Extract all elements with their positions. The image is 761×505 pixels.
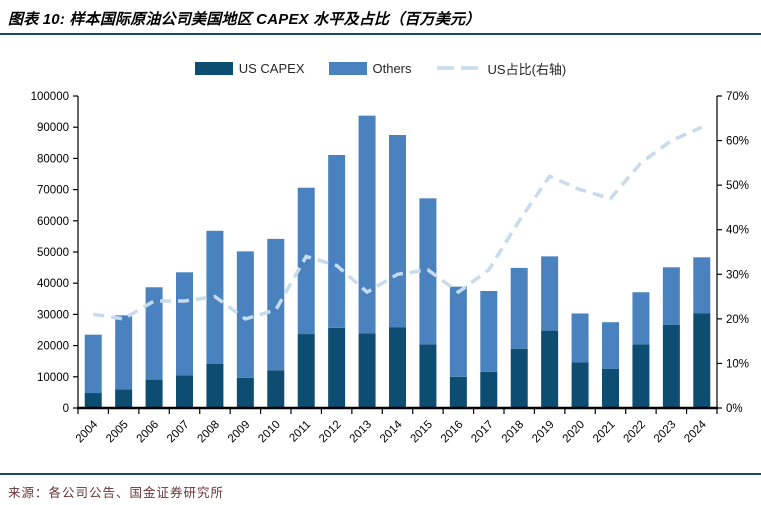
- legend-swatch-us-capex-icon: [194, 61, 233, 75]
- right-axis-tick-label: 60%: [726, 136, 749, 148]
- footer-divider: [0, 473, 761, 475]
- bar-others-2018: [510, 267, 528, 349]
- x-tick-label-2011: 2011: [287, 419, 313, 445]
- bar-others-2023: [662, 267, 680, 326]
- bar-us-capex-2021: [602, 368, 619, 408]
- x-tick-label-2007: 2007: [165, 419, 192, 446]
- right-axis-tick-label: 30%: [726, 269, 749, 281]
- bar-us-capex-2007: [176, 375, 193, 408]
- bar-others-2007: [176, 272, 193, 376]
- left-axis-tick-label: 40000: [37, 278, 69, 290]
- bar-us-capex-2005: [115, 389, 133, 408]
- right-axis-tick-label: 40%: [726, 225, 749, 237]
- legend-label-us-capex: US CAPEX: [238, 60, 305, 76]
- left-axis-tick-label: 80000: [37, 153, 69, 165]
- left-axis-tick-label: 100000: [31, 91, 69, 103]
- bar-us-capex-2019: [541, 330, 559, 408]
- bar-others-2004: [84, 334, 102, 394]
- bar-others-2005: [115, 315, 133, 390]
- right-axis-tick-label: 50%: [726, 180, 749, 192]
- right-axis-tick-label: 0%: [726, 403, 743, 415]
- capex-stacked-bar-chart: 0 10000 20000 30000 40000 50000 60000 70000 8000…: [31, 91, 749, 446]
- left-axis-tick-label: 10000: [37, 372, 69, 384]
- legend-label-us-ratio: US占比(右轴): [487, 61, 567, 77]
- x-tick-label-2014: 2014: [378, 418, 405, 445]
- bar-others-2012: [328, 154, 346, 328]
- bar-us-capex-2015: [419, 344, 437, 408]
- bar-others-2014: [389, 135, 406, 328]
- x-tick-label-2013: 2013: [348, 419, 375, 446]
- x-tick-label-2018: 2018: [500, 419, 527, 446]
- bar-others-2010: [267, 238, 285, 371]
- bar-us-capex-2018: [510, 348, 528, 408]
- legend-swatch-others-icon: [328, 61, 367, 75]
- bar-others-2009: [236, 251, 254, 378]
- source-note: 来源：各公司公告、国金证券研究所: [8, 486, 225, 500]
- legend-label-others: Others: [372, 60, 412, 76]
- bar-others-2021: [602, 322, 619, 369]
- bar-us-capex-2020: [571, 362, 589, 408]
- title-divider: [0, 33, 761, 35]
- x-tick-label-2015: 2015: [408, 419, 435, 446]
- legend-item-others: Others: [328, 60, 412, 76]
- bar-us-capex-2012: [328, 327, 346, 408]
- bar-us-capex-2014: [389, 327, 406, 408]
- bar-us-capex-2017: [480, 371, 498, 408]
- right-axis-tick-label: 20%: [726, 314, 749, 326]
- x-tick-label-2021: 2021: [591, 419, 618, 446]
- bar-others-2006: [145, 287, 163, 380]
- bar-others-2020: [571, 313, 589, 363]
- x-tick-label-2009: 2009: [226, 419, 253, 446]
- chart-legend: US CAPEX Others US占比(右轴): [0, 57, 761, 79]
- bar-us-capex-2022: [632, 344, 650, 408]
- left-axis-tick-label: 30000: [37, 309, 69, 321]
- x-tick-label-2020: 2020: [561, 419, 588, 446]
- bar-others-2019: [541, 256, 559, 331]
- bar-us-capex-2006: [145, 379, 163, 408]
- left-axis-tick-label: 90000: [37, 122, 69, 134]
- bar-us-capex-2023: [662, 325, 680, 408]
- x-tick-label-2008: 2008: [195, 419, 222, 446]
- legend-dash-line-icon: [436, 66, 481, 70]
- x-tick-label-2017: 2017: [469, 419, 496, 446]
- left-axis-tick-label: 20000: [37, 341, 69, 353]
- x-tick-label-2006: 2006: [135, 419, 162, 446]
- x-tick-label-2023: 2023: [652, 419, 679, 446]
- x-tick-label-2004: 2004: [74, 418, 101, 445]
- x-tick-label-2024: 2024: [682, 418, 709, 445]
- left-axis-tick-label: 70000: [37, 185, 69, 197]
- chart-area: 0 10000 20000 30000 40000 50000 60000 70000 8000…: [0, 88, 761, 468]
- x-tick-label-2019: 2019: [530, 419, 557, 446]
- bar-us-capex-2010: [267, 370, 285, 408]
- bar-us-capex-2009: [236, 377, 254, 408]
- left-axis-tick-label: 0: [63, 403, 69, 415]
- bar-others-2011: [297, 187, 315, 335]
- bar-others-2017: [480, 291, 498, 372]
- bar-us-capex-2011: [297, 334, 315, 408]
- bar-others-2016: [449, 286, 467, 377]
- right-axis-tick-label: 70%: [726, 91, 749, 103]
- x-tick-label-2010: 2010: [256, 419, 283, 446]
- bar-others-2024: [693, 257, 711, 314]
- bar-us-capex-2008: [206, 364, 224, 408]
- figure-title: 图表 10: 样本国际原油公司美国地区 CAPEX 水平及占比（百万美元）: [8, 11, 481, 28]
- left-axis-tick-label: 50000: [37, 247, 69, 259]
- bar-us-capex-2024: [693, 313, 711, 408]
- x-tick-label-2012: 2012: [317, 419, 344, 446]
- bar-others-2013: [358, 115, 376, 334]
- bar-us-capex-2013: [358, 333, 376, 408]
- bar-us-capex-2004: [84, 393, 102, 408]
- right-axis-tick-label: 10%: [726, 358, 749, 370]
- us-ratio-line: [92, 125, 703, 321]
- legend-item-us-ratio: US占比(右轴): [436, 59, 567, 78]
- bar-others-2022: [632, 292, 650, 345]
- x-tick-label-2022: 2022: [621, 419, 648, 446]
- bar-us-capex-2016: [449, 376, 467, 408]
- x-tick-label-2005: 2005: [104, 419, 131, 446]
- left-axis-tick-label: 60000: [37, 216, 69, 228]
- x-tick-label-2016: 2016: [439, 419, 466, 446]
- legend-item-us-capex: US CAPEX: [194, 60, 305, 76]
